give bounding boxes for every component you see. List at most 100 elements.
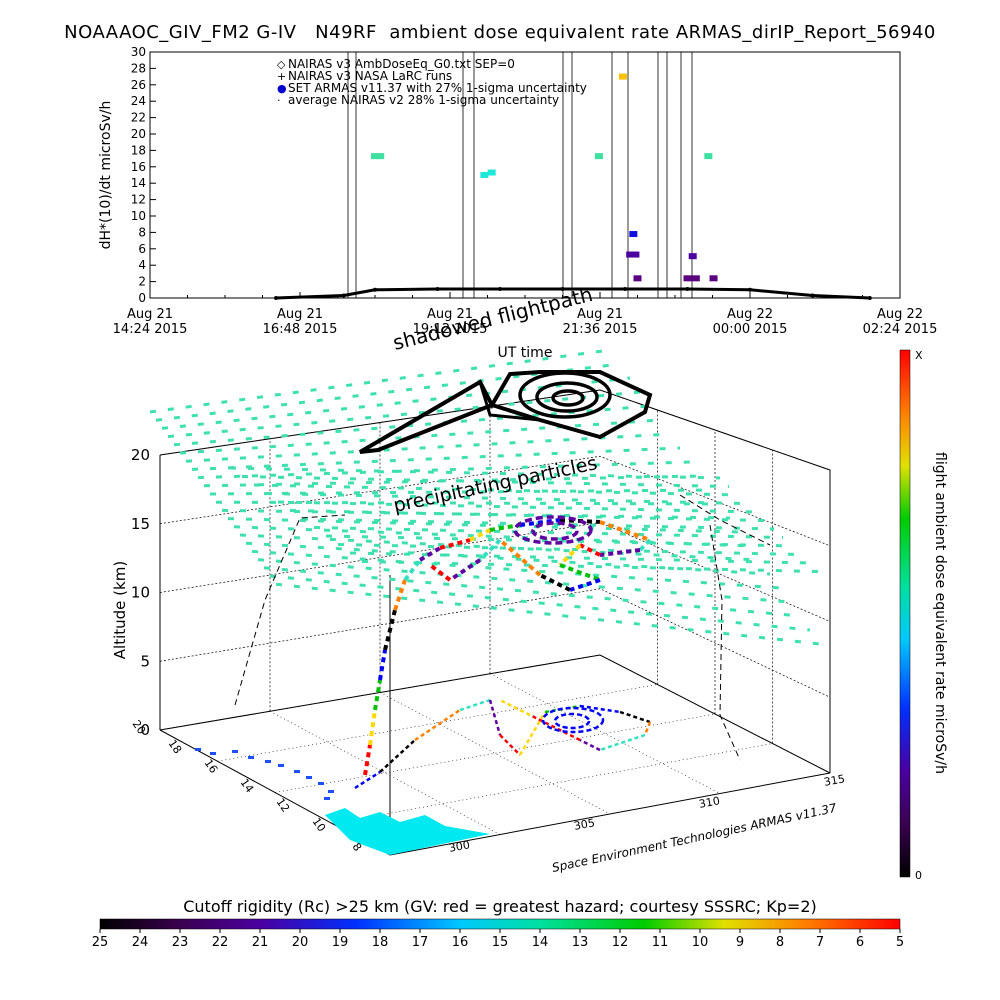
- flight-segment: [539, 573, 571, 592]
- nairas-point: [435, 286, 440, 291]
- flight-segment: [368, 709, 377, 746]
- nairas-point: [810, 293, 815, 298]
- y-tick-label: 24: [131, 94, 146, 108]
- armas-point: [594, 153, 603, 160]
- y-tick-label: 6: [138, 242, 146, 256]
- precip-row: [275, 582, 821, 646]
- altitude-grid: [159, 389, 831, 471]
- rigidity-tick-label: 7: [816, 935, 824, 950]
- ground-segment: [354, 770, 381, 790]
- latitude-tick-label: 8: [350, 841, 365, 854]
- ground-segment: [529, 713, 581, 742]
- projection-line: [709, 524, 741, 761]
- precipitating-particles-layer: [149, 348, 821, 646]
- ground-segment: [379, 739, 416, 773]
- event-vertical-lines: [347, 52, 693, 298]
- precip-row: [361, 560, 820, 573]
- colorbar-bottom-label: 0: [915, 869, 922, 882]
- ground-segment: [643, 721, 652, 736]
- box-edge: [159, 389, 831, 856]
- flight-segment: [428, 563, 452, 582]
- armas-point: [626, 251, 635, 258]
- y-tick-label: 22: [131, 111, 146, 125]
- ground-segment: [499, 734, 521, 756]
- precip-row: [277, 500, 757, 514]
- dose-rate-colorbar: X 0 flight ambient dose equivalent rate …: [899, 349, 948, 882]
- rigidity-tick-label: 22: [212, 935, 229, 950]
- ground-segment: [599, 733, 646, 752]
- flight-segment: [638, 538, 652, 552]
- x-tick-label: Aug 21: [127, 307, 173, 322]
- x-tick-label: 21:36 2015: [563, 322, 638, 337]
- shadow-segment: [478, 381, 601, 439]
- latitude-tick-label: 14: [238, 776, 257, 795]
- precip-row: [265, 492, 748, 505]
- rigidity-tick-label: 18: [372, 935, 389, 950]
- altitude-tick-label: 5: [140, 652, 150, 670]
- armas-point: [709, 275, 718, 282]
- ground-segment: [518, 711, 547, 756]
- nairas-point: [274, 296, 279, 300]
- flight-segment: [383, 609, 397, 651]
- 3d-box-walls: [159, 389, 831, 856]
- flight-segment: [559, 563, 601, 582]
- nairas-point: [685, 286, 690, 291]
- x-tick-label: Aug 21: [577, 307, 623, 322]
- rigidity-tick-label: 15: [492, 935, 509, 950]
- rigidity-tick-label: 24: [132, 935, 149, 950]
- precip-row: [313, 526, 784, 539]
- flight-segment: [363, 744, 372, 776]
- flight-segment: [418, 546, 442, 562]
- rigidity-tick-label: 25: [92, 935, 109, 950]
- x-tick-label: 02:24 2015: [863, 322, 938, 337]
- y-tick-label: 10: [131, 209, 146, 223]
- floor-grid: [332, 743, 773, 825]
- cutoff-blue-dot: [265, 760, 271, 763]
- altitude-grid: [159, 588, 831, 698]
- rigidity-tick-label: 9: [736, 935, 744, 950]
- armas-point: [683, 275, 692, 282]
- rigidity-tick-label: 5: [896, 935, 904, 950]
- flight-segment: [478, 538, 502, 562]
- armas-point: [631, 251, 640, 258]
- precip-row: [301, 517, 775, 531]
- flightpath-3d: [363, 515, 652, 776]
- precip-row: [325, 534, 793, 548]
- precip-row: [215, 500, 721, 506]
- flight-segment: [373, 679, 382, 711]
- floor-grid: [217, 684, 658, 762]
- y-tick-label: 0: [138, 291, 146, 305]
- altitude-tick-label: 15: [131, 515, 150, 533]
- legend-text: average NAIRAS v2 28% 1-sigma uncertaint…: [288, 93, 559, 107]
- cutoff-blue-dot: [210, 752, 216, 755]
- x-tick-label: 16:48 2015: [263, 322, 338, 337]
- precip-row: [229, 466, 721, 480]
- chart-title: NOAAAOC_GIV_FM2 G-IV N49RF ambient dose …: [64, 22, 936, 43]
- flight-segment: [448, 558, 482, 582]
- cutoff-blue-dot: [195, 748, 201, 751]
- shadow-polygon: [358, 370, 653, 454]
- armas-point: [480, 172, 489, 178]
- x-tick-label: 19:12 2015: [413, 322, 488, 337]
- rigidity-tick-label: 8: [776, 935, 784, 950]
- shadow-loop: [535, 381, 599, 413]
- floor-grid: [489, 673, 721, 794]
- shadow-loop: [551, 389, 585, 407]
- legend-symbol: +: [277, 70, 286, 83]
- legend-text: NAIRAS v3 AmbDoseEq_G0.txt SEP=0: [288, 57, 515, 71]
- flight-segment: [393, 579, 407, 611]
- x-tick-label: Aug 21: [277, 307, 323, 322]
- precip-row: [239, 533, 761, 562]
- dose-colorbar-label: flight ambient dose equivalent rate micr…: [932, 452, 948, 774]
- y-axis-label: dH*(10)/dt microSv/h: [98, 101, 114, 250]
- legend: ◇ NAIRAS v3 AmbDoseEq_G0.txt SEP=0+ NAIRAS…: [277, 57, 587, 107]
- ground-segment: [459, 698, 491, 712]
- flight-segment: [519, 518, 561, 527]
- flight-loop: [531, 521, 579, 541]
- precip-row: [161, 376, 631, 430]
- flight-segment: [579, 543, 601, 557]
